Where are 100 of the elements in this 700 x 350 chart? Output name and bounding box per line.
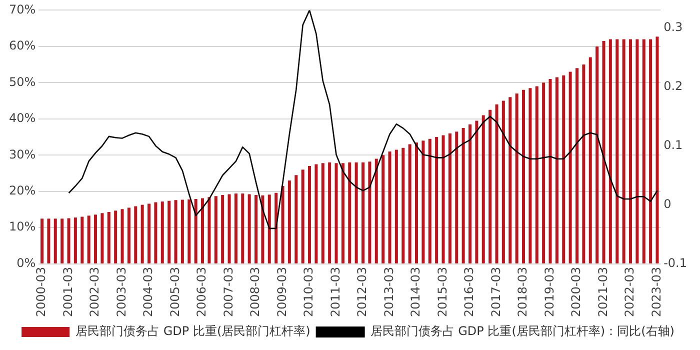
bar <box>362 162 365 264</box>
bar <box>74 217 77 264</box>
bar <box>468 124 472 264</box>
bar <box>334 163 338 264</box>
bar <box>555 77 558 264</box>
bar <box>328 162 332 264</box>
y-tick-label: 50% <box>9 74 36 89</box>
bar <box>348 162 352 264</box>
bar <box>274 192 278 264</box>
bar <box>228 194 231 264</box>
x-tick-label: 2021-03 <box>596 266 610 317</box>
bar <box>442 135 445 264</box>
bar <box>308 166 312 264</box>
x-tick-label: 2002-03 <box>88 266 102 317</box>
bar <box>127 208 130 264</box>
bar <box>168 200 171 264</box>
bar <box>154 202 158 264</box>
x-tick-label: 2014-03 <box>408 266 423 317</box>
bar <box>294 175 298 264</box>
bar <box>414 142 418 264</box>
bar <box>422 140 425 264</box>
bar <box>388 152 392 264</box>
x-tick-label: 2000-03 <box>34 266 48 317</box>
bar <box>522 90 525 264</box>
y-tick-label: 10% <box>9 220 36 234</box>
bar <box>622 39 626 264</box>
bar <box>568 72 572 264</box>
bar <box>54 218 57 264</box>
bar <box>354 162 358 264</box>
bar <box>515 94 518 264</box>
bar <box>148 204 151 264</box>
bar <box>448 133 452 264</box>
bar <box>608 39 612 264</box>
bar <box>402 148 405 264</box>
bar <box>94 214 98 264</box>
legend-label: 居民部门债务占 GDP 比重(居民部门杠杆率)：同比(右轴) <box>370 324 674 338</box>
bar <box>394 150 398 264</box>
bar <box>455 132 458 264</box>
bar <box>314 164 318 264</box>
y2-tick-label: 0.3 <box>664 20 683 34</box>
bar <box>214 196 218 264</box>
y2-tick-label: 0.1 <box>664 138 683 152</box>
bar <box>616 39 619 264</box>
bar <box>382 155 385 264</box>
x-tick-label: 2004-03 <box>141 266 156 317</box>
bar <box>636 39 639 264</box>
x-tick-label: 2001-03 <box>60 266 75 317</box>
x-tick-label: 2019-03 <box>542 266 556 317</box>
bar <box>542 82 546 264</box>
y-tick-label: 20% <box>9 184 36 198</box>
y2-tick-label: 0 <box>664 196 672 211</box>
bar <box>649 39 652 264</box>
x-tick-label: 2010-03 <box>302 266 316 317</box>
x-tick-label: 2016-03 <box>462 266 476 317</box>
x-tick-label: 2005-03 <box>168 266 182 317</box>
bar <box>47 218 50 264</box>
bar <box>575 68 578 264</box>
bar <box>582 64 586 264</box>
bar <box>462 128 465 264</box>
x-tick-label: 2008-03 <box>248 266 262 317</box>
bar <box>562 75 566 264</box>
x-tick-label: 2003-03 <box>114 266 128 317</box>
bar <box>80 216 84 264</box>
x-tick-label: 2017-03 <box>488 266 503 317</box>
x-tick-label: 2006-03 <box>194 266 209 317</box>
bar <box>194 198 198 264</box>
x-tick-label: 2015-03 <box>435 266 450 317</box>
bar <box>201 198 204 264</box>
legend-label: 居民部门债务占 GDP 比重(居民部门杠杆率) <box>76 324 310 338</box>
bar <box>114 210 118 264</box>
y2-tick-label: 0.2 <box>664 79 683 94</box>
y-tick-label: 40% <box>9 111 36 126</box>
x-tick-label: 2018-03 <box>516 266 530 317</box>
bar <box>368 162 372 264</box>
bar <box>254 195 258 264</box>
bar <box>301 170 304 264</box>
x-tick-label: 2022-03 <box>622 266 637 317</box>
bar <box>341 163 344 264</box>
x-tick-label: 2020-03 <box>569 266 584 317</box>
bar <box>208 197 211 264</box>
bar <box>140 204 144 264</box>
y-tick-label: 0% <box>16 256 36 270</box>
y-tick-label: 70% <box>9 2 36 16</box>
bar <box>548 79 552 264</box>
bar <box>628 39 632 264</box>
bar <box>234 194 238 264</box>
bar <box>248 194 251 264</box>
bar <box>281 186 284 264</box>
bar <box>221 195 224 264</box>
bar <box>482 115 485 264</box>
x-tick-label: 2013-03 <box>382 266 396 317</box>
bar <box>87 216 90 264</box>
bar <box>508 97 512 264</box>
bar <box>502 100 505 264</box>
x-tick-label: 2012-03 <box>355 266 370 317</box>
x-tick-label: 2007-03 <box>221 266 236 317</box>
bar <box>188 199 191 264</box>
bar <box>528 88 532 264</box>
bar <box>535 86 538 264</box>
bar <box>241 194 244 264</box>
